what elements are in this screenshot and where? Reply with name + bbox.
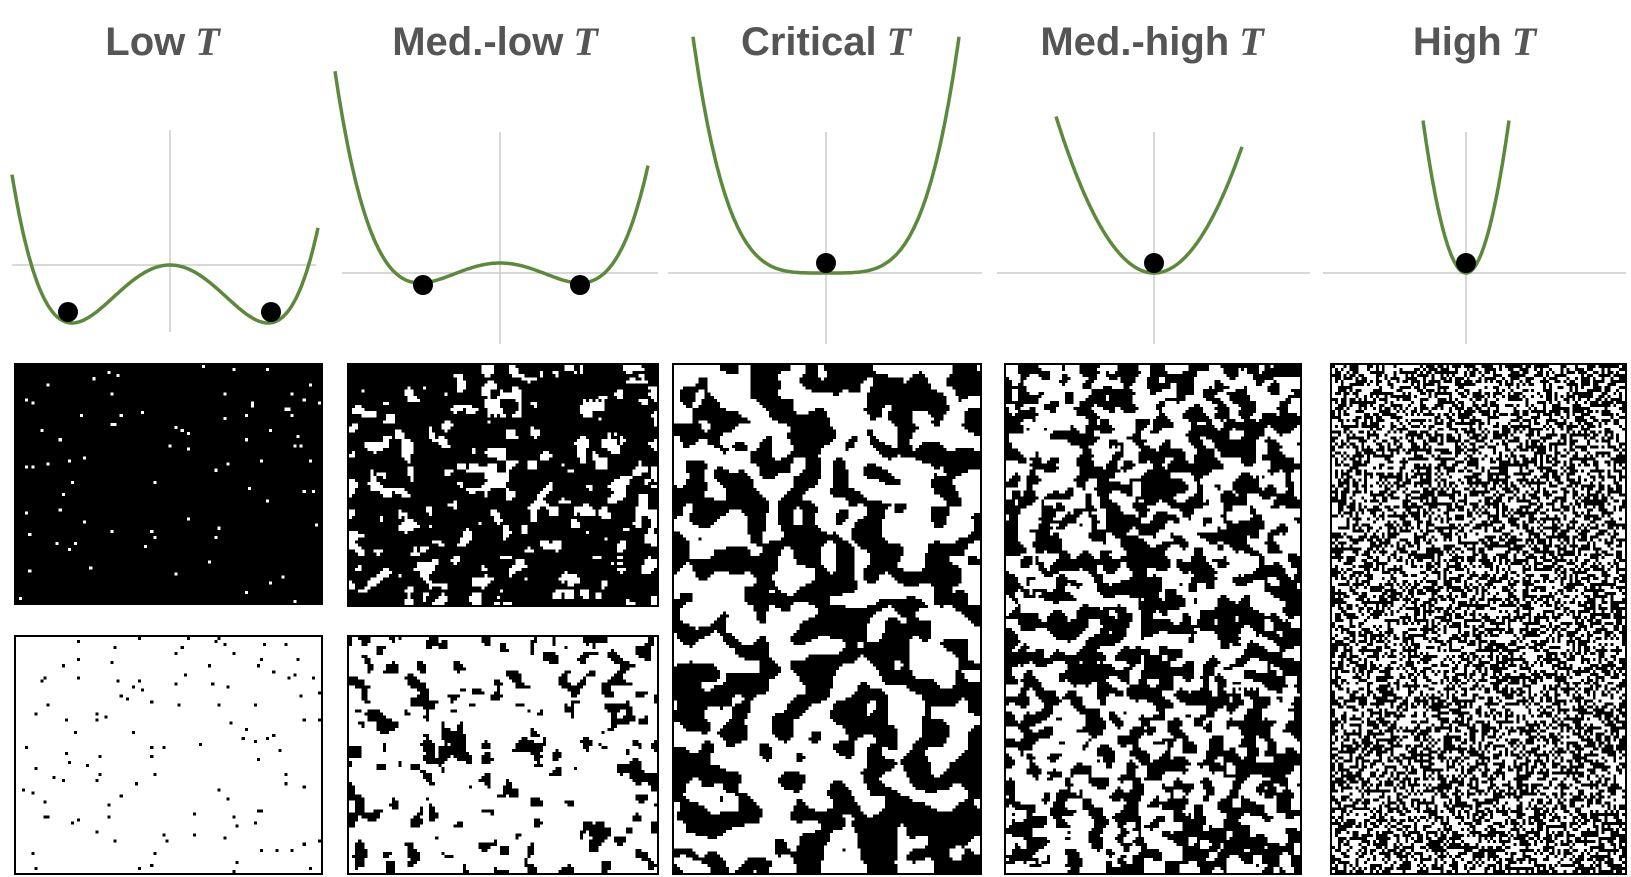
spin-lattice-top [14, 363, 323, 605]
potential-curve-plot [10, 130, 320, 332]
ball-right [261, 302, 281, 322]
ball-left [58, 302, 78, 322]
spin-lattice-top [347, 363, 659, 607]
potential-curve [333, 70, 650, 285]
potential-curve-plot [997, 115, 1310, 344]
panel-title: High T [1412, 19, 1537, 64]
panel-title: Critical T [740, 19, 912, 64]
temperature-symbol: T [1239, 19, 1264, 64]
potential-curve [10, 174, 320, 325]
spin-lattice-bottom [14, 635, 323, 875]
potential-curve-plot [1323, 120, 1626, 344]
temperature-symbol: T [886, 19, 912, 64]
ball-left [413, 275, 433, 295]
ball [816, 253, 836, 273]
temperature-symbol: T [195, 19, 220, 64]
panel-title: Med.-low T [392, 19, 598, 64]
potential-curve-plot [333, 70, 658, 344]
spin-lattice [1004, 363, 1302, 875]
ball-right [570, 275, 590, 295]
spin-lattice-bottom [347, 635, 659, 875]
spin-lattice [672, 363, 982, 875]
panel-med-high-t: Med.-high T [992, 0, 1312, 877]
panel-low-t: Low T [0, 0, 325, 877]
ball [1144, 253, 1164, 273]
panel-title: Med.-high T [1040, 19, 1264, 64]
spin-lattice [1330, 363, 1627, 875]
temperature-symbol: T [1511, 19, 1537, 64]
panel-high-t: High T [1318, 0, 1631, 877]
potential-curve [1054, 115, 1244, 275]
temperature-symbol: T [573, 19, 598, 64]
panel-critical-t: Critical T [665, 0, 987, 877]
ball [1456, 253, 1476, 273]
potential-curve-plot [668, 36, 982, 344]
panel-title: Low T [105, 19, 220, 64]
panel-med-low-t: Med.-low T [330, 0, 660, 877]
